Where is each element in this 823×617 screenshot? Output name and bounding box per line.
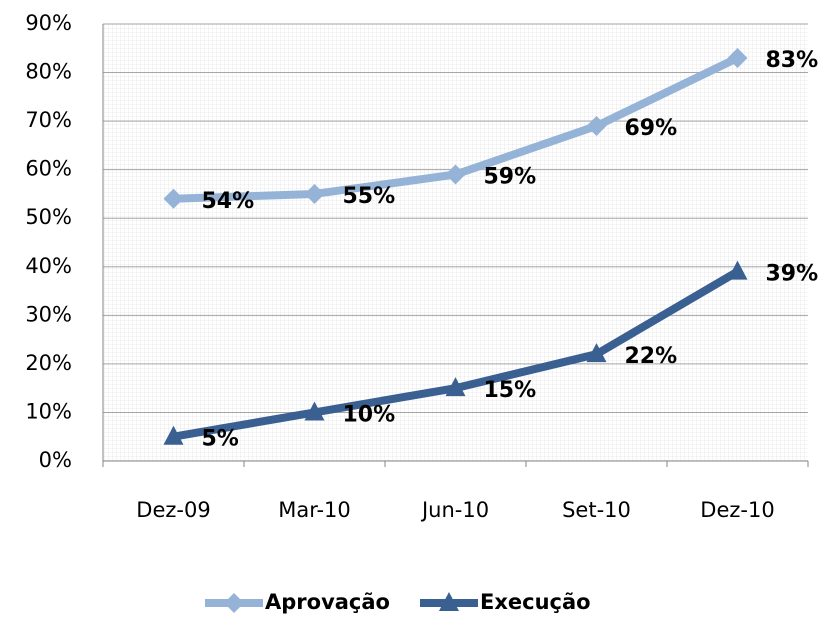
y-tick-label: 10% (25, 399, 72, 423)
y-tick-label: 20% (25, 351, 72, 375)
marker (586, 115, 607, 136)
data-label: 10% (343, 402, 396, 427)
y-tick-label: 60% (25, 157, 72, 181)
marker (163, 425, 184, 445)
x-tick-label: Set-10 (562, 498, 631, 522)
y-tick-label: 30% (25, 302, 72, 326)
marker (163, 188, 184, 209)
legend-marker (438, 592, 459, 611)
x-tick-label: Jun-10 (420, 498, 489, 522)
x-tick-label: Dez-10 (700, 498, 774, 522)
x-tick-label: Mar-10 (278, 498, 351, 522)
marker (727, 260, 748, 280)
legend-marker (224, 593, 244, 613)
data-label: 59% (484, 165, 537, 190)
data-label: 5% (202, 427, 239, 452)
data-label: 83% (766, 48, 819, 73)
marker (586, 343, 607, 363)
legend-label: Execução (480, 590, 591, 614)
data-label: 22% (625, 344, 678, 369)
data-label: 69% (625, 116, 678, 141)
marker (304, 401, 325, 421)
x-tick-label: Dez-09 (136, 498, 210, 522)
y-tick-label: 40% (25, 254, 72, 278)
marker (727, 47, 748, 68)
y-tick-label: 80% (25, 60, 72, 84)
data-label: 39% (766, 262, 819, 287)
y-tick-label: 50% (25, 205, 72, 229)
data-label: 55% (343, 184, 396, 209)
marker (445, 164, 466, 185)
y-tick-label: 70% (25, 108, 72, 132)
y-tick-label: 90% (25, 11, 72, 35)
marker (304, 183, 325, 204)
data-label: 54% (202, 189, 255, 214)
legend-label: Aprovação (265, 590, 390, 614)
data-label: 15% (484, 378, 537, 403)
marker (445, 377, 466, 397)
y-tick-label: 0% (39, 448, 72, 472)
